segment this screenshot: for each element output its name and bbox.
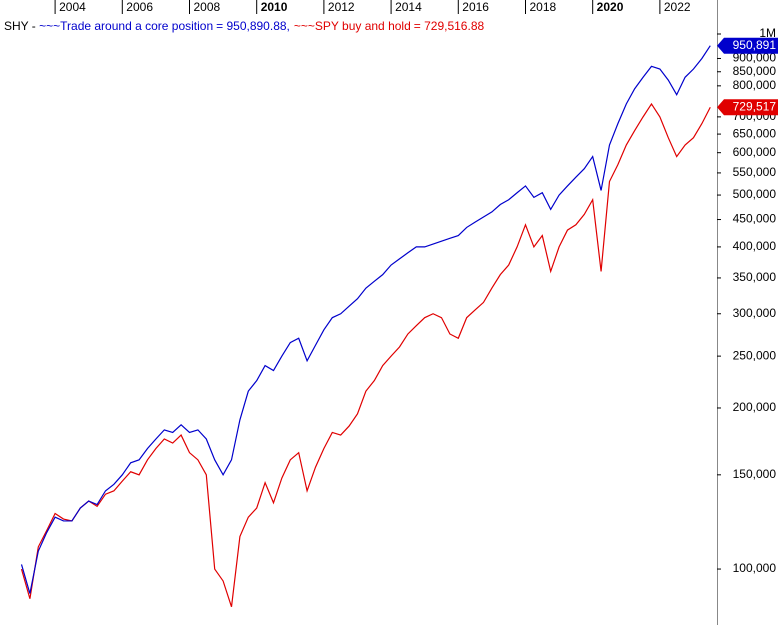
y-tick-label: 450,000 <box>733 212 777 226</box>
x-tick-label: 2014 <box>395 0 422 14</box>
value-flag-label: 729,517 <box>733 99 777 113</box>
y-tick-label: 650,000 <box>733 126 777 140</box>
y-tick-label: 850,000 <box>733 64 777 78</box>
y-tick-label: 100,000 <box>733 561 777 575</box>
x-tick-label: 2022 <box>664 0 691 14</box>
x-tick-label: 2016 <box>462 0 489 14</box>
y-tick-label: 500,000 <box>733 187 777 201</box>
x-tick-label: 2008 <box>193 0 220 14</box>
y-tick-label: 600,000 <box>733 145 777 159</box>
x-tick-label: 2006 <box>126 0 153 14</box>
legend: SHY - ~~~Trade around a core position = 9… <box>4 19 484 33</box>
y-tick-label: 900,000 <box>733 51 777 65</box>
x-tick-label: 2018 <box>529 0 556 14</box>
y-tick-label: 400,000 <box>733 239 777 253</box>
legend-entry: ~~~SPY buy and hold <box>294 19 411 33</box>
legend-value: = 729,516.88 <box>414 19 485 33</box>
chart-title: SHY - <box>4 19 39 33</box>
y-tick-label: 250,000 <box>733 348 777 362</box>
series-line <box>20 102 711 607</box>
value-flag <box>717 99 778 116</box>
x-tick-label: 2020 <box>597 0 624 14</box>
legend-entry: ~~~Trade around a core position <box>39 19 213 33</box>
y-tick-label: 150,000 <box>733 467 777 481</box>
y-tick-label: 800,000 <box>733 78 777 92</box>
value-flag-label: 950,891 <box>733 38 777 52</box>
x-tick-label: 2004 <box>59 0 86 14</box>
y-tick-label: 300,000 <box>733 306 777 320</box>
y-tick-label: 1M <box>759 26 776 40</box>
x-tick-label: 2012 <box>328 0 355 14</box>
y-tick-label: 200,000 <box>733 400 777 414</box>
y-tick-label: 550,000 <box>733 165 777 179</box>
legend-value: = 950,890.88, <box>216 19 290 33</box>
series-line <box>20 45 711 594</box>
x-tick-label: 2010 <box>261 0 288 14</box>
value-flag <box>717 37 778 54</box>
y-tick-label: 350,000 <box>733 270 777 284</box>
